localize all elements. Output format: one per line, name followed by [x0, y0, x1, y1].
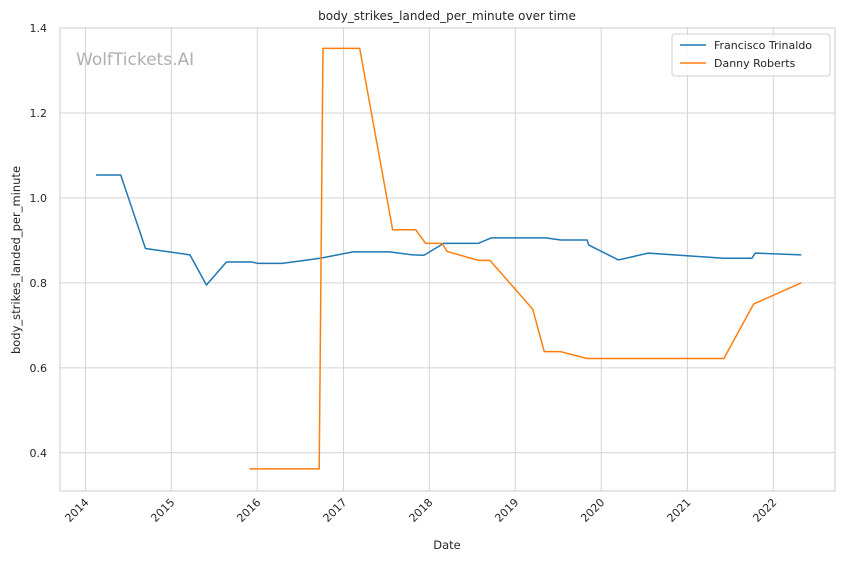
watermark: WolfTickets.AI: [76, 50, 194, 70]
y-axis-label: body_strikes_landed_per_minute: [9, 166, 23, 354]
y-axis-ticks: 0.4 0.6 0.8 1.0 1.2 1.4: [30, 22, 48, 460]
legend-entry: Francisco Trinaldo: [714, 39, 812, 52]
grid: [60, 27, 835, 491]
y-tick-label: 0.8: [30, 277, 48, 290]
y-tick-label: 0.4: [30, 447, 48, 460]
y-tick-label: 0.6: [30, 362, 48, 375]
y-tick-label: 1.4: [30, 22, 48, 35]
legend-box: [671, 33, 831, 77]
y-tick-label: 1.0: [30, 192, 48, 205]
legend: Francisco Trinaldo Danny Roberts: [671, 33, 831, 77]
plot-frame: [59, 27, 836, 492]
series-line-1: [249, 47, 802, 470]
y-tick-label: 1.2: [30, 107, 48, 120]
legend-entry: Danny Roberts: [714, 57, 796, 70]
series-layer: [96, 47, 802, 470]
x-axis-label: Date: [433, 538, 461, 552]
series-line-0: [96, 174, 802, 286]
chart-title: body_strikes_landed_per_minute over time: [318, 9, 576, 23]
